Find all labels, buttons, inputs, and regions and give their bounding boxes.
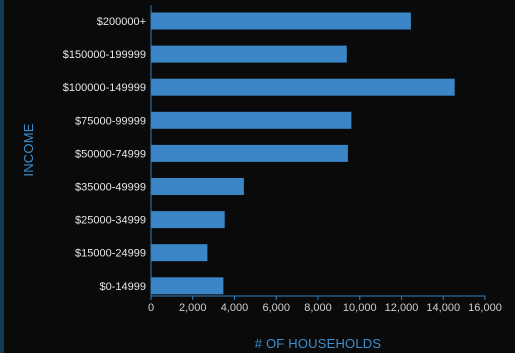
bar-8	[151, 277, 224, 295]
bar-4	[151, 144, 348, 162]
bar-6	[151, 211, 225, 229]
x-axis-title: # OF HOUSEHOLDS	[255, 336, 382, 351]
category-label-1: $150000-199999	[63, 49, 146, 61]
x-tick-label-3: 6,000	[262, 302, 290, 314]
x-tick-label-4: 8,000	[304, 302, 332, 314]
bars-group	[151, 12, 455, 295]
category-labels-group: $200000+ $150000-199999 $100000-149999 $750…	[63, 16, 146, 293]
bar-1	[151, 45, 347, 63]
bar-3	[151, 111, 352, 129]
y-axis-title: INCOME	[21, 123, 36, 176]
category-label-5: $35000-49999	[75, 182, 146, 194]
bar-2	[151, 78, 455, 96]
x-ticks-group: 0 2,000 4,000 6,000 8,000 10,000 12,000 14,000 1…	[148, 296, 502, 314]
x-tick-label-1: 2,000	[179, 302, 207, 314]
bar-0	[151, 12, 411, 30]
category-label-0: $200000+	[97, 16, 146, 28]
x-tick-label-7: 14,000	[426, 302, 460, 314]
category-label-8: $0-14999	[100, 281, 147, 293]
category-label-4: $50000-74999	[75, 148, 146, 160]
x-tick-label-0: 0	[148, 302, 154, 314]
x-tick-label-6: 12,000	[385, 302, 419, 314]
category-label-7: $15000-24999	[75, 248, 146, 260]
category-label-6: $25000-34999	[75, 215, 146, 227]
x-tick-label-5: 10,000	[343, 302, 377, 314]
bar-5	[151, 178, 244, 195]
x-tick-label-2: 4,000	[221, 302, 249, 314]
category-label-3: $75000-99999	[75, 115, 146, 127]
bar-7	[151, 244, 208, 262]
category-label-2: $100000-149999	[63, 82, 146, 94]
x-tick-label-8: 16,000	[468, 302, 502, 314]
left-accent-strip	[0, 0, 4, 353]
